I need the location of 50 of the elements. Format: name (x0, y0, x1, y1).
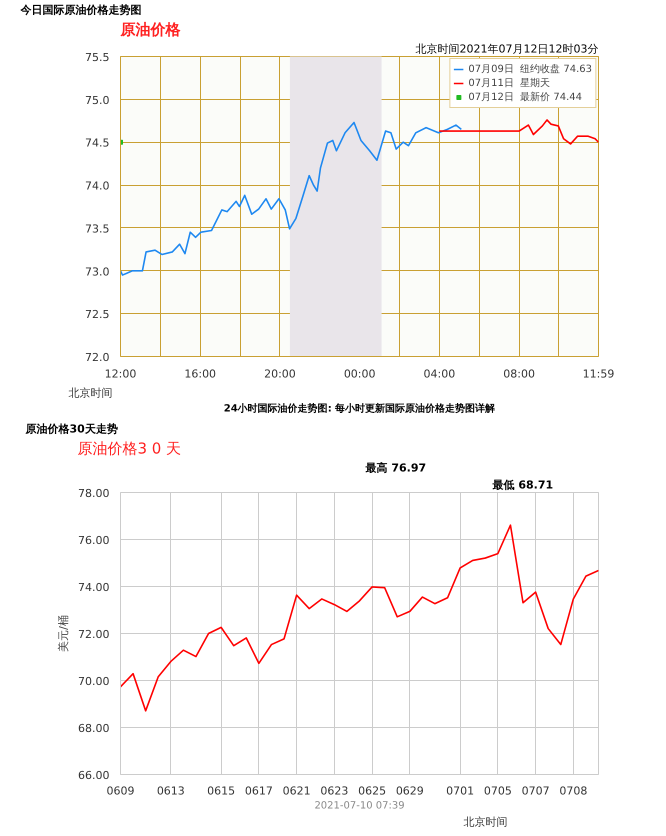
x-tick-label: 0707 (522, 784, 550, 798)
y-tick-label: 74.5 (85, 136, 110, 150)
y-tick-label: 73.0 (85, 265, 110, 278)
y-tick-label: 68.00 (78, 722, 110, 735)
line-series (120, 524, 598, 712)
x-tick-label: 0617 (244, 784, 273, 798)
y-tick-label: 72.5 (85, 308, 110, 322)
x-tick-label: 11:59 (582, 368, 614, 380)
text: 最低 68.71 (492, 478, 554, 492)
x-tick-label: 0615 (207, 784, 236, 798)
y-tick-label: 72.0 (85, 351, 110, 364)
chart-subtitle: 原油价格 (120, 20, 182, 38)
y-axis-title: 美元/桶 (57, 615, 70, 652)
x-tick-label: 04:00 (424, 368, 456, 380)
legend-label: 07月12日 最新价 74.44 (468, 90, 582, 104)
text: 最高 76.97 (364, 462, 426, 474)
legend-label: 07月09日 纽约收盘 74.63 (468, 63, 592, 76)
y-tick-label: 72.00 (78, 628, 110, 641)
x-tick-label: 0621 (282, 784, 311, 798)
x-tick-label: 12:00 (104, 368, 136, 380)
x-tick-label: 0629 (396, 784, 424, 798)
x-tick-label: 20:00 (264, 368, 296, 380)
y-tick-label: 76.00 (78, 534, 110, 547)
y-tick-label: 70.00 (78, 675, 110, 688)
text: 24小时国际油价走势图: 每小时更新国际原油价格走势图详解 (224, 402, 496, 414)
text: 北京时间2021年07月12日12时03分 (416, 42, 598, 56)
x-tick-label: 0609 (106, 784, 135, 798)
y-tick-label: 74.0 (85, 180, 110, 193)
x-axis-title: 北京时间 (68, 386, 112, 400)
chart-subtitle: 原油价格3 0 天 (78, 440, 182, 458)
x-tick-label: 0705 (484, 784, 512, 798)
y-tick-label: 75.5 (85, 51, 110, 64)
x-tick-label: 0613 (156, 784, 185, 798)
chart-title: 今日国际原油价格走势图 (20, 4, 142, 16)
chart-title: 原油价格30天走势 (24, 422, 118, 436)
x-tick-label: 0708 (559, 784, 588, 798)
y-tick-label: 78.00 (78, 487, 110, 500)
y-tick-label: 73.5 (85, 222, 110, 236)
x-tick-label: 0701 (446, 784, 474, 798)
y-tick-label: 75.0 (85, 94, 110, 107)
legend-label: 07月11日 星期天 (468, 76, 550, 90)
x-tick-label: 0625 (358, 784, 386, 798)
x-axis-title: 北京时间 (464, 816, 508, 828)
text: 2021-07-10 07:39 (314, 800, 405, 812)
x-tick-label: 16:00 (184, 368, 216, 380)
y-tick-label: 66.00 (78, 769, 110, 782)
x-tick-label: 0623 (320, 784, 348, 798)
y-tick-label: 74.00 (78, 581, 110, 594)
x-tick-label: 00:00 (344, 368, 376, 380)
x-tick-label: 08:00 (503, 368, 535, 380)
